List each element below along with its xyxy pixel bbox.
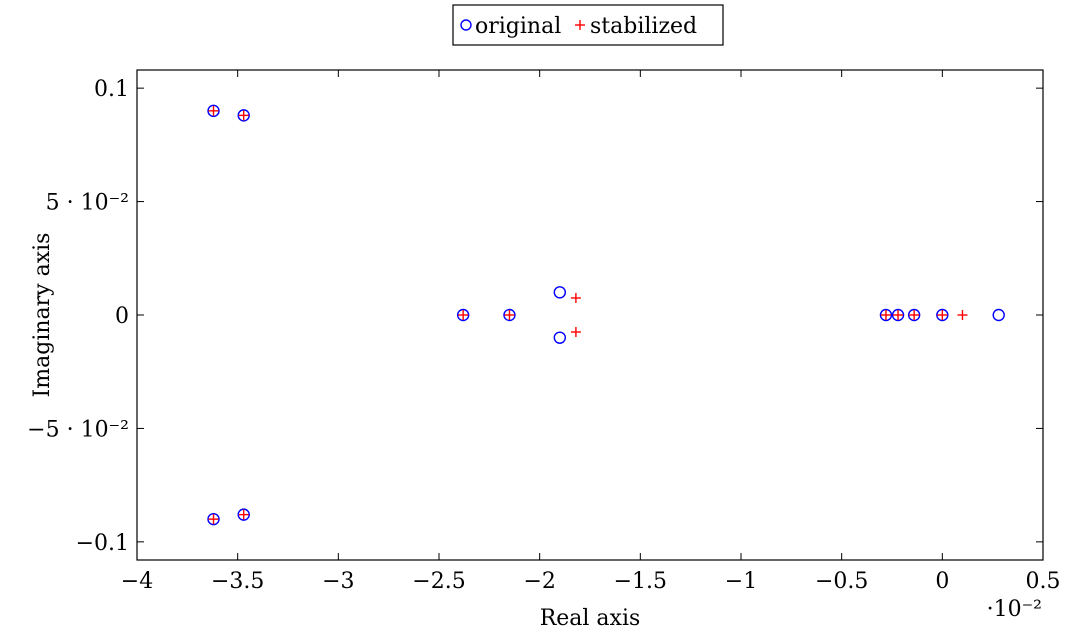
point-original bbox=[456, 308, 470, 322]
x-tick-label: −2.5 bbox=[412, 569, 465, 594]
x-tick-label: −1 bbox=[725, 569, 757, 594]
point-stabilized bbox=[570, 292, 581, 303]
x-tick-label: 0.5 bbox=[1026, 569, 1061, 594]
point-original bbox=[891, 308, 905, 322]
legend-box bbox=[452, 4, 724, 46]
point-original bbox=[992, 308, 1005, 322]
point-original bbox=[553, 331, 566, 344]
legend-label-original: original bbox=[475, 14, 561, 39]
point-original bbox=[207, 104, 220, 118]
x-tick-label: −4 bbox=[121, 569, 153, 594]
legend-marker-original bbox=[460, 19, 472, 31]
point-stabilized bbox=[238, 110, 249, 121]
point-original bbox=[553, 286, 566, 299]
x-tick-label: −3.5 bbox=[211, 569, 264, 594]
legend-marker-stabilized bbox=[575, 20, 585, 30]
x-tick-label: −1.5 bbox=[614, 569, 667, 594]
point-stabilized bbox=[208, 105, 219, 116]
x-axis-title: Real axis bbox=[540, 606, 641, 631]
point-original bbox=[907, 308, 921, 322]
y-tick-label: 0 bbox=[115, 304, 129, 329]
y-tick-label: 5 · 10⁻² bbox=[46, 191, 129, 216]
y-axis-title: Imaginary axis bbox=[30, 233, 55, 398]
point-original bbox=[207, 512, 220, 526]
x-tick-label: −2 bbox=[523, 569, 555, 594]
point-stabilized bbox=[458, 310, 469, 320]
point-stabilized bbox=[909, 310, 920, 320]
point-stabilized bbox=[570, 327, 581, 338]
point-original bbox=[879, 308, 893, 322]
x-tick-label: 0 bbox=[935, 569, 949, 594]
x-tick-label: −0.5 bbox=[815, 569, 868, 594]
x-tick-label: −3 bbox=[322, 569, 354, 594]
point-original bbox=[237, 109, 250, 122]
point-original bbox=[237, 508, 250, 521]
point-stabilized bbox=[880, 310, 891, 320]
point-stabilized bbox=[504, 310, 515, 320]
point-original bbox=[936, 308, 949, 322]
plot-area bbox=[136, 69, 1044, 561]
y-tick-label: −0.1 bbox=[76, 531, 129, 556]
y-tick-label: −5 · 10⁻² bbox=[27, 417, 129, 442]
point-stabilized bbox=[238, 509, 249, 520]
legend-label-stabilized: stabilized bbox=[590, 14, 697, 39]
y-tick-label: 0.1 bbox=[94, 77, 129, 102]
x-axis-multiplier: ·10⁻² bbox=[987, 597, 1042, 622]
point-stabilized bbox=[208, 514, 219, 525]
data-points bbox=[207, 104, 1005, 526]
point-original bbox=[503, 308, 516, 322]
legend: original stabilized bbox=[452, 4, 724, 46]
point-stabilized bbox=[893, 310, 904, 320]
point-stabilized bbox=[957, 310, 968, 320]
point-stabilized bbox=[937, 310, 948, 320]
axis-ticks: −4 −3.5 −3 −2.5 −2 −1.5 −1 −0.5 0 0.5 −0.1 −5 · 10⁻… bbox=[27, 70, 1061, 594]
